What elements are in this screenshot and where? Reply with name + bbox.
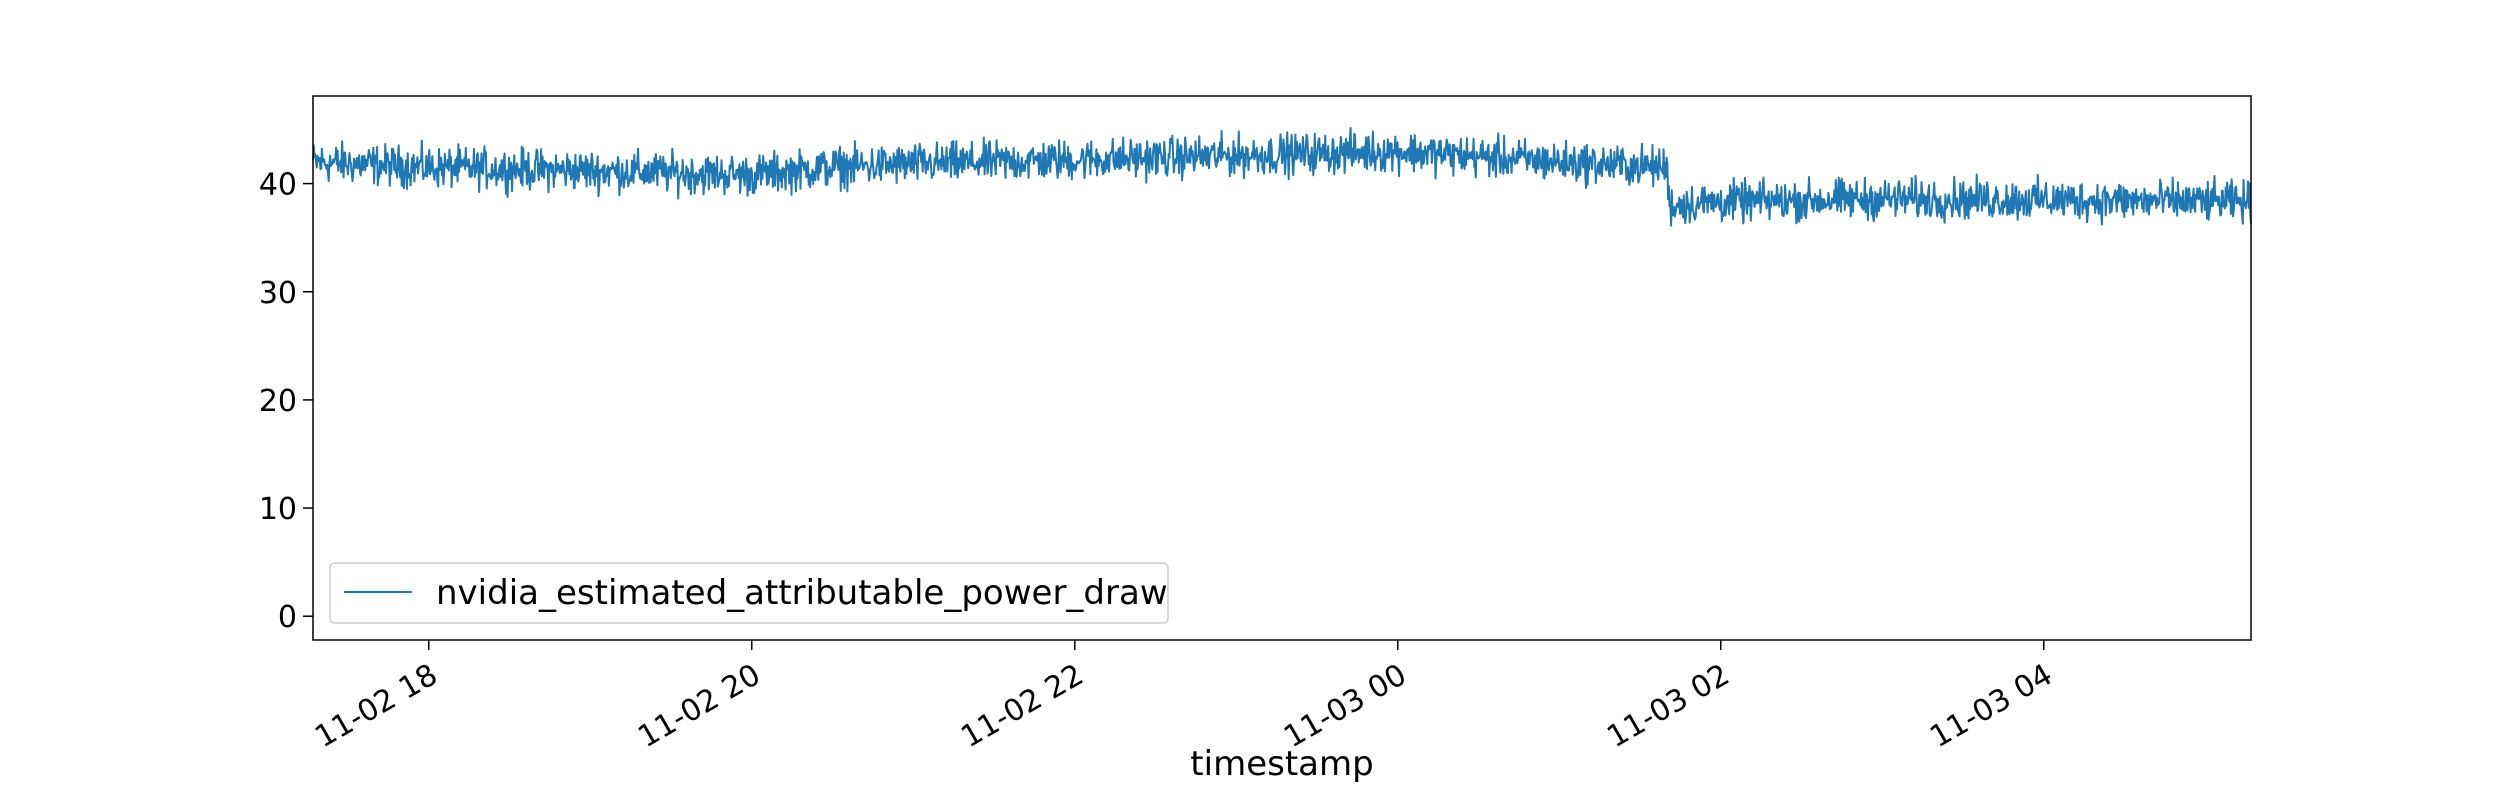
series-line-power-draw (312, 127, 2252, 227)
x-axis-title: timestamp (1190, 744, 1373, 784)
legend-frame (329, 562, 1169, 624)
x-tick-label: 11-03 04 (1924, 657, 2058, 755)
legend: nvidia_estimated_attributable_power_draw (329, 562, 1169, 624)
x-tick-label: 11-03 00 (1278, 657, 1412, 755)
x-tick-label: 11-02 20 (632, 657, 766, 755)
legend-label: nvidia_estimated_attributable_power_draw (436, 573, 1168, 613)
x-axis: 11-02 18 11-02 20 11-02 22 11-03 00 11-03 02… (309, 640, 2059, 755)
y-tick-label: 30 (259, 276, 297, 311)
y-tick-label: 20 (259, 384, 297, 419)
y-tick-label: 0 (278, 600, 297, 635)
y-tick-label: 10 (259, 492, 297, 527)
plot-area (312, 127, 2252, 227)
x-tick-label: 11-02 22 (955, 657, 1089, 755)
x-tick-label: 11-03 02 (1601, 657, 1735, 755)
y-tick-label: 40 (259, 168, 297, 203)
x-tick-label: 11-02 18 (309, 657, 443, 755)
y-axis: 0 10 20 30 40 (259, 168, 313, 635)
plot-frame (312, 95, 2252, 641)
